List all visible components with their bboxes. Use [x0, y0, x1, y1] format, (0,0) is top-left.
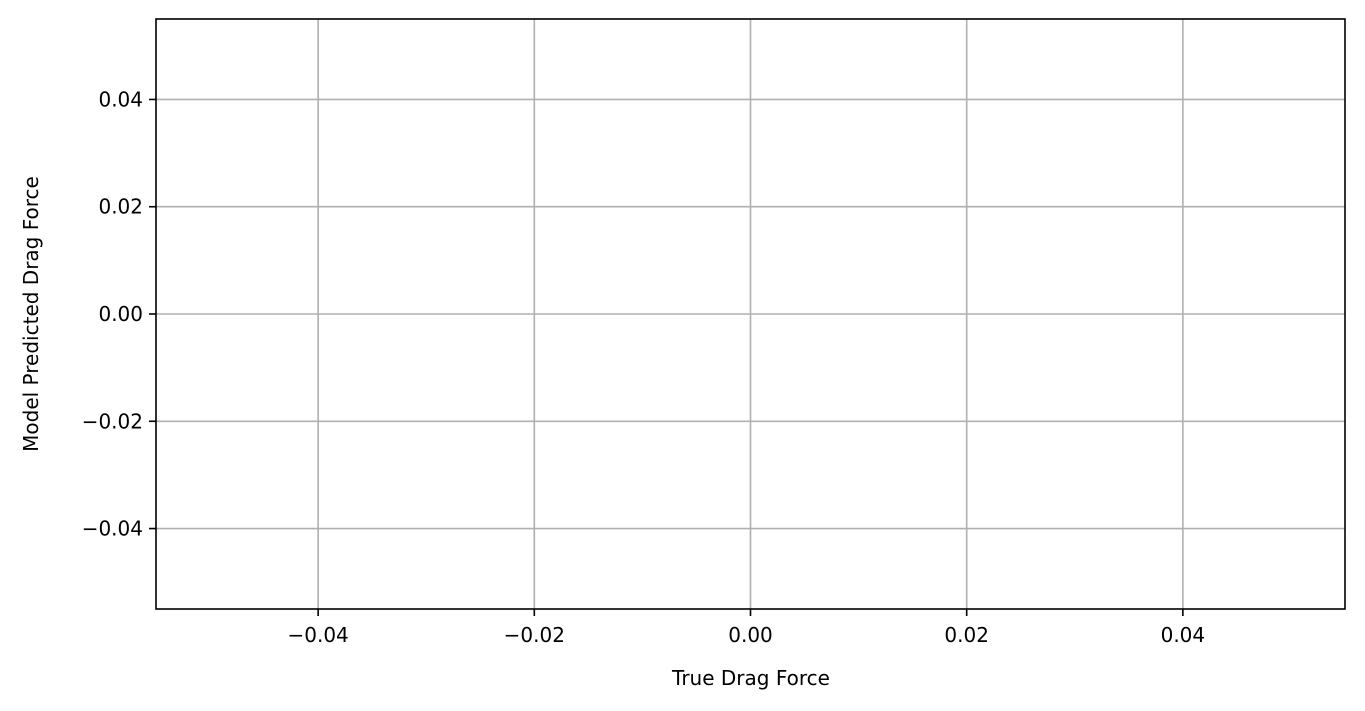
y-tick-label: −0.02 — [82, 409, 143, 433]
x-tick-label: 0.00 — [728, 623, 773, 647]
x-tick-label: −0.02 — [504, 623, 565, 647]
x-tick-label: 0.02 — [944, 623, 989, 647]
y-axis-label: Model Predicted Drag Force — [19, 176, 43, 452]
y-tick-label: 0.02 — [98, 195, 143, 219]
x-axis-label: True Drag Force — [671, 666, 830, 690]
y-tick-label: 0.04 — [98, 87, 143, 111]
x-tick-labels: −0.04 −0.02 0.00 0.02 0.04 — [287, 623, 1205, 647]
x-tick-label: 0.04 — [1161, 623, 1206, 647]
y-tick-label: 0.00 — [98, 302, 143, 326]
y-tick-label: −0.04 — [82, 517, 143, 541]
y-tick-labels: −0.04 −0.02 0.00 0.02 0.04 — [82, 87, 143, 540]
grid-lines — [156, 19, 1345, 609]
tick-marks — [149, 98, 1184, 616]
x-tick-label: −0.04 — [287, 623, 348, 647]
